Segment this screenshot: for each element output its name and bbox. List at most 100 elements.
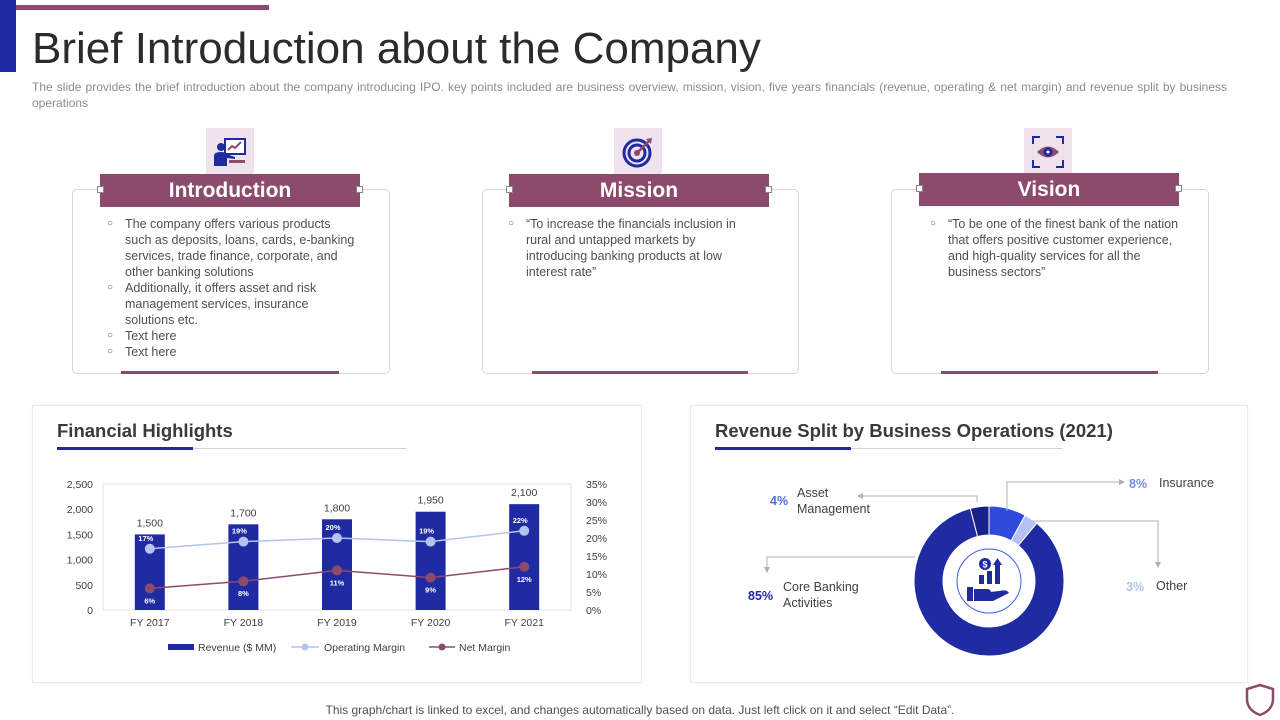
growth-bar-icon	[979, 575, 984, 584]
operating-margin-point	[144, 543, 155, 554]
slice-name-label: Insurance	[1159, 476, 1214, 490]
financial-highlights-title: Financial Highlights	[57, 420, 233, 441]
slice-name-label: Management	[797, 502, 870, 516]
y2-axis-tick-label: 15%	[586, 551, 607, 563]
y2-axis-tick-label: 20%	[586, 533, 607, 545]
y-axis-tick-label: 2,000	[67, 504, 93, 516]
growth-arrow-icon	[993, 558, 1002, 565]
operating-margin-data-label: 19%	[419, 527, 434, 536]
list-item: Text here	[107, 344, 357, 360]
mission-card: “To increase the financials inclusion in…	[482, 189, 799, 374]
revenue-data-label: 1,800	[324, 502, 350, 514]
operating-margin-point	[425, 536, 436, 547]
introduction-header: Introduction	[97, 174, 363, 207]
net-margin-data-label: 6%	[144, 596, 155, 605]
target-icon	[614, 128, 662, 176]
revenue-split-chart: $4% Asset Management 8% Insurance 3% Other 85% C…	[748, 476, 1214, 657]
accent-bar-left	[0, 0, 16, 72]
revenue-bar	[415, 511, 446, 610]
slice-name-label: Core Banking	[783, 580, 859, 594]
eye-focus-icon	[1024, 128, 1072, 176]
net-margin-data-label: 9%	[425, 586, 436, 595]
list-item: Text here	[107, 328, 357, 344]
handle-left	[506, 186, 513, 193]
legend-revenue-swatch	[168, 644, 194, 650]
leader-arrow	[764, 567, 770, 573]
handle-left	[97, 186, 104, 193]
list-item: The company offers various products such…	[107, 216, 357, 280]
leader-arrow	[857, 493, 863, 499]
leader-line	[766, 556, 915, 569]
introduction-title: Introduction	[168, 178, 292, 202]
revenue-bar	[322, 519, 352, 610]
vision-bullets: “To be one of the finest bank of the nat…	[930, 216, 1180, 280]
net-margin-point	[144, 583, 155, 594]
vision-header: Vision	[916, 173, 1182, 206]
legend-net-margin-label: Net Margin	[459, 642, 511, 654]
accent-bar-top	[16, 5, 269, 10]
presentation-icon	[206, 128, 254, 176]
card-underline	[941, 371, 1158, 374]
slice-name-label: Other	[1156, 579, 1187, 593]
leader-line	[1031, 520, 1159, 564]
introduction-bullets: The company offers various products such…	[107, 216, 357, 360]
net-margin-point	[425, 572, 436, 583]
y2-axis-tick-label: 35%	[586, 479, 607, 491]
legend-operating-margin-marker	[301, 643, 309, 651]
financial-highlights-panel: Financial Highlights 2,500 2,000 1,500 1,00…	[32, 405, 642, 683]
slice-percent-label: 3%	[1126, 580, 1144, 594]
y2-axis-tick-label: 30%	[586, 497, 607, 509]
net-margin-data-label: 11%	[330, 578, 345, 587]
footer-note: This graph/chart is linked to excel, and…	[325, 703, 955, 717]
handle-right	[1175, 185, 1182, 192]
operating-margin-data-label: 17%	[138, 534, 153, 543]
slice-percent-label: 85%	[748, 589, 773, 603]
dollar-sign-icon: $	[982, 560, 987, 570]
x-axis-tick-label: FY 2018	[224, 617, 264, 629]
hand-icon	[974, 589, 1009, 601]
handle-right	[765, 186, 772, 193]
slice-name-label: Activities	[783, 596, 832, 610]
card-underline	[532, 371, 748, 374]
handle-left	[916, 185, 923, 192]
list-item: “To increase the financials inclusion in…	[508, 216, 758, 280]
y-axis-tick-label: 500	[75, 580, 93, 592]
net-margin-data-label: 12%	[517, 575, 532, 584]
operating-margin-point	[332, 533, 342, 543]
growth-bar-icon	[995, 565, 1000, 584]
y2-axis-tick-label: 5%	[586, 587, 601, 599]
operating-margin-point	[519, 525, 530, 536]
donut-slice	[969, 505, 990, 538]
operating-margin-data-label: 20%	[325, 523, 340, 532]
revenue-data-label: 1,500	[137, 517, 163, 529]
vision-title: Vision	[1017, 177, 1081, 201]
net-margin-point	[519, 561, 530, 572]
page-subtitle: The slide provides the brief introductio…	[32, 80, 1227, 110]
x-axis-tick-label: FY 2020	[411, 617, 451, 629]
financial-highlights-chart: 2,500 2,000 1,500 1,000 500 0 35% 30% 25% 20% 15% 1…	[67, 479, 607, 654]
list-item: Additionally, it offers asset and risk m…	[107, 280, 357, 328]
leader-arrow	[1119, 479, 1125, 485]
revenue-data-label: 2,100	[511, 487, 537, 499]
title-rule	[57, 448, 407, 449]
legend-revenue-label: Revenue ($ MM)	[198, 642, 276, 654]
revenue-bar	[509, 504, 540, 610]
legend-net-margin-marker	[438, 643, 446, 651]
x-axis-tick-label: FY 2021	[504, 617, 544, 629]
mission-title: Mission	[599, 178, 679, 202]
title-rule-accent	[57, 447, 193, 450]
handle-right	[356, 186, 363, 193]
page-title: Brief Introduction about the Company	[32, 24, 761, 73]
coin-icon	[979, 558, 991, 570]
leader-line	[1006, 481, 1121, 511]
net-margin-point	[238, 576, 249, 587]
operating-margin-point	[238, 536, 249, 547]
mission-header: Mission	[506, 174, 772, 207]
x-axis-tick-label: FY 2019	[317, 617, 357, 629]
revenue-data-label: 1,700	[230, 507, 256, 519]
list-item: “To be one of the finest bank of the nat…	[930, 216, 1180, 280]
operating-margin-data-label: 19%	[232, 527, 247, 536]
slice-percent-label: 8%	[1129, 477, 1147, 491]
revenue-split-title: Revenue Split by Business Operations (20…	[715, 420, 1113, 441]
y2-axis-tick-label: 0%	[586, 605, 601, 617]
